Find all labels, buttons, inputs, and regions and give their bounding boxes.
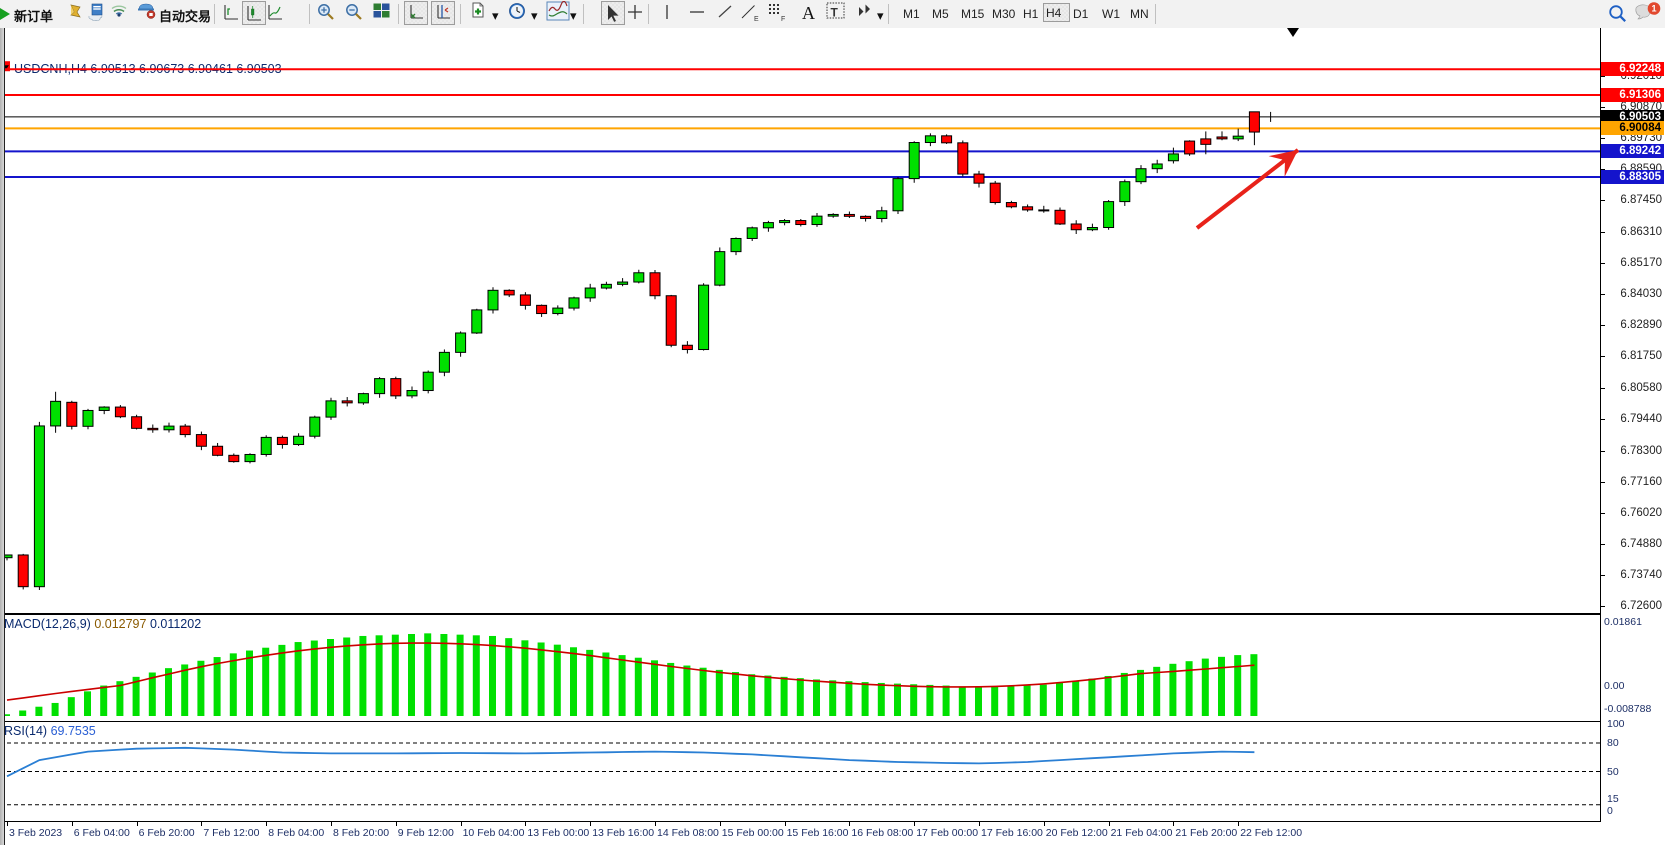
svg-text:T: T: [831, 6, 839, 20]
svg-text:E: E: [754, 16, 759, 23]
svg-text:1: 1: [1651, 4, 1656, 14]
svg-text:F: F: [781, 16, 785, 23]
